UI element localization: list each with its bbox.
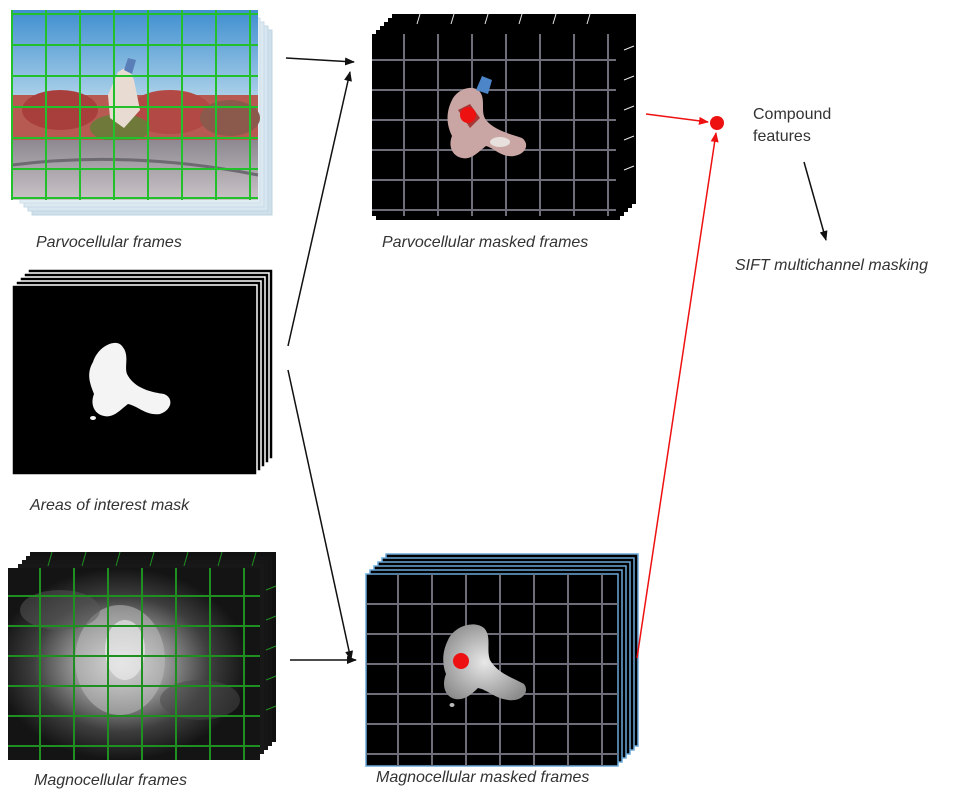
label-magnocellular-masked-frames: Magnocellular masked frames [376,769,590,786]
label-sift-multichannel-masking: SIFT multichannel masking [735,257,928,274]
compound-feature-point [710,116,724,130]
label-compound-line2: features [753,128,811,145]
aoi-blob [89,342,171,417]
arrow-magno-masked-to-compound [636,132,719,659]
magnocellular-frame-front [8,568,260,760]
magno-masked-object [443,624,527,701]
arrow-parvo-to-masked [285,57,355,66]
parvocellular-masked-front [372,34,616,216]
magnocellular-frames-stack [8,551,277,760]
magnocellular-masked-stack [365,553,639,767]
arrow-mask-to-magno-masked [287,369,353,661]
parvocellular-frame-front [11,10,260,200]
aoi-mask-stack [11,268,274,476]
arrow-compound-to-sift [803,161,828,241]
label-parvocellular-frames: Parvocellular frames [36,234,182,251]
parvo-feature-point [460,107,476,123]
label-compound-line1: Compound [753,106,832,123]
parvocellular-masked-stack [372,13,636,220]
magno-feature-point [453,653,469,669]
parvocellular-frames-stack [11,10,273,216]
arrow-parvo-masked-to-compound [645,113,709,125]
label-parvocellular-masked-frames: Parvocellular masked frames [382,234,589,251]
magnocellular-masked-front [365,573,619,767]
arrow-mask-to-parvo-masked [287,71,352,347]
aoi-speck [90,416,96,420]
label-magnocellular-frames: Magnocellular frames [34,772,187,789]
label-areas-of-interest-mask: Areas of interest mask [30,497,190,514]
aoi-mask-front [11,284,258,476]
